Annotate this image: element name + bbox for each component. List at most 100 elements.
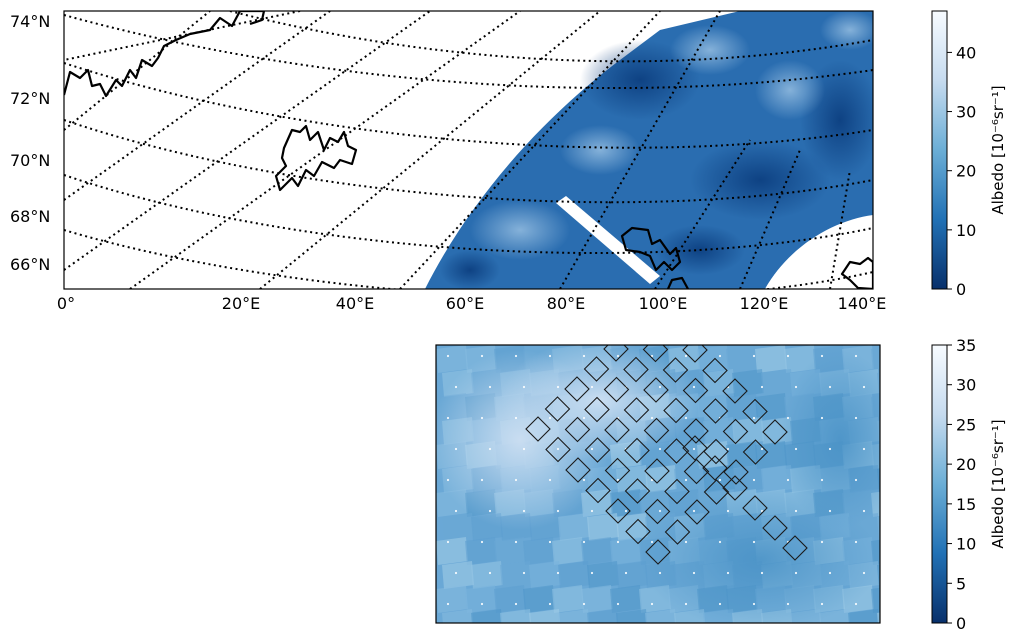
colorbar-tick-label: 40 [956, 43, 976, 62]
top-map-frame [63, 10, 874, 290]
footprint [545, 436, 571, 463]
sample-point [752, 602, 756, 606]
sample-point [556, 385, 560, 389]
sample-point [650, 602, 654, 606]
footprint [604, 417, 630, 443]
sample-point [548, 540, 552, 544]
sample-point [522, 509, 526, 513]
sample-point [556, 447, 560, 451]
sample-point [752, 354, 756, 358]
sample-point [820, 416, 824, 420]
sample-point [488, 509, 492, 513]
footprint [643, 377, 669, 403]
footprint [702, 357, 728, 384]
colorbar-tick-label: 35 [956, 336, 976, 355]
footprint [604, 457, 631, 484]
lon-tick-label: 140°E [838, 294, 887, 313]
sample-point [692, 447, 696, 451]
sample-point [650, 478, 654, 482]
mosaic-tile [616, 561, 648, 589]
sample-point [548, 478, 552, 482]
sample-point [854, 478, 858, 482]
footprint-grid [525, 317, 808, 565]
top-colorbar-label: Albedo [10⁻⁶sr⁻¹] [989, 85, 1007, 214]
sample-point [616, 354, 620, 358]
sample-point [446, 416, 450, 420]
sample-point [446, 602, 450, 606]
mosaic-tile [581, 537, 613, 565]
sample-point [446, 354, 450, 358]
sample-point [624, 571, 628, 575]
sample-point [480, 602, 484, 606]
mosaic-tile [610, 489, 642, 517]
mosaic-tile [877, 468, 880, 493]
sample-point [454, 509, 458, 513]
sample-point [684, 540, 688, 544]
footprint [623, 356, 649, 383]
data-gap-stripe [556, 196, 660, 284]
coastlines [64, 11, 873, 289]
sample-point [692, 509, 696, 513]
sample-point [590, 447, 594, 451]
sample-point [582, 540, 586, 544]
footprint [605, 498, 631, 524]
sample-point [590, 509, 594, 513]
footprint [682, 435, 708, 461]
sample-point [480, 478, 484, 482]
lon-tick-label: 80°E [547, 294, 585, 313]
mosaic-tile [877, 372, 880, 397]
footprint [644, 458, 670, 484]
lon-tick-label: 100°E [639, 294, 688, 313]
bottom-colorbar-ticks: 0 5 10 15 20 25 30 35 [947, 336, 976, 629]
sample-point [548, 416, 552, 420]
mosaic-tile [726, 345, 758, 373]
sample-point [760, 509, 764, 513]
sample-point [828, 447, 832, 451]
mosaic-tile [442, 609, 474, 623]
longitude-lines [64, 11, 851, 289]
footprint [722, 418, 749, 445]
footprint [663, 318, 687, 342]
sample-point [624, 509, 628, 513]
mosaic-tile [755, 393, 787, 421]
sample-point [828, 571, 832, 575]
sample-point [794, 509, 798, 513]
mosaic-tile [674, 465, 706, 493]
footprint [624, 317, 648, 341]
latitude-tick-labels: 74°N 72°N 70°N 68°N 66°N [10, 12, 50, 274]
sample-point [794, 571, 798, 575]
coastline-south [666, 276, 689, 289]
mosaic-tile [877, 564, 880, 589]
sample-point [794, 447, 798, 451]
bottom-map-frame [435, 344, 881, 624]
colorbar-tick-label: 30 [956, 376, 976, 395]
sample-point [854, 354, 858, 358]
mosaic-tile [500, 561, 532, 589]
mosaic-tile [558, 513, 590, 541]
footprint [623, 397, 650, 423]
footprint [703, 438, 729, 465]
sample-point [488, 385, 492, 389]
sample-point [514, 602, 518, 606]
sample-point [658, 571, 662, 575]
sample-point [854, 540, 858, 544]
sample-point [582, 602, 586, 606]
coastline-island-a [274, 124, 358, 192]
footprint [664, 478, 690, 505]
sample-point [794, 385, 798, 389]
sample-point [862, 509, 866, 513]
footprint [624, 437, 650, 464]
sample-point [752, 416, 756, 420]
sample-point [522, 385, 526, 389]
footprint [702, 455, 728, 481]
sample-point [522, 571, 526, 575]
lat-tick-label: 68°N [10, 207, 50, 226]
sample-point [454, 447, 458, 451]
sample-point [820, 602, 824, 606]
mosaic-tile [552, 537, 584, 565]
lat-tick-label: 70°N [10, 151, 50, 170]
sample-point [726, 447, 730, 451]
footprint [643, 417, 670, 444]
footprint [742, 439, 769, 465]
footprint [682, 345, 708, 363]
